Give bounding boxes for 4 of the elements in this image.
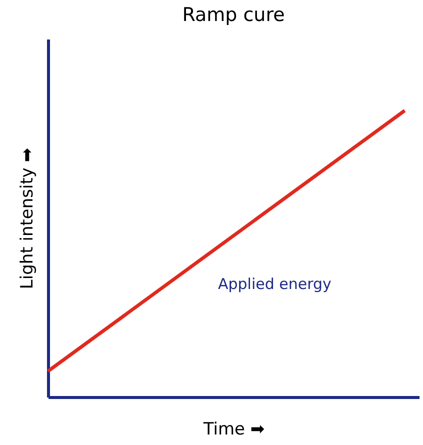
chart-title: Ramp cure (182, 4, 285, 26)
y-axis-title: Light intensity ➡ (18, 148, 38, 290)
annotation: Applied energy (218, 275, 332, 293)
x-axis-title: Time ➡ (202, 420, 265, 440)
